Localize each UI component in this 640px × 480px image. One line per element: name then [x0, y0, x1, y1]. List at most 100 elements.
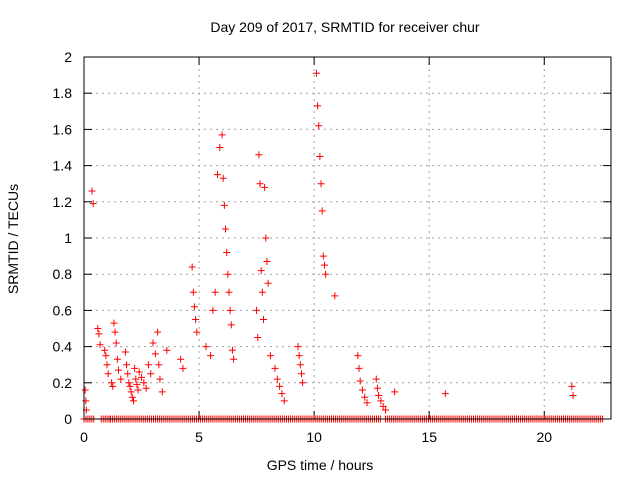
data-point	[263, 258, 271, 266]
y-tick-label: 1.2	[53, 194, 73, 210]
data-point	[216, 144, 224, 151]
data-point	[255, 151, 263, 159]
data-point	[223, 248, 231, 256]
data-point	[294, 343, 302, 351]
data-point	[110, 319, 118, 327]
data-point	[82, 397, 90, 405]
data-point	[127, 388, 135, 396]
y-tick-label: 0	[64, 411, 72, 427]
data-point	[377, 397, 385, 405]
data-point	[227, 321, 235, 329]
data-point	[135, 368, 143, 376]
data-point	[379, 402, 387, 410]
data-point	[88, 187, 96, 195]
data-point	[108, 379, 116, 387]
data-point	[266, 352, 274, 360]
data-point	[149, 339, 157, 347]
y-tick-label: 0.4	[53, 339, 73, 355]
y-tick-label: 1.8	[53, 85, 73, 101]
y-tick-label: 1.4	[53, 158, 73, 174]
data-point	[109, 382, 117, 390]
data-point	[391, 388, 399, 396]
y-tick-label: 0.8	[53, 266, 73, 282]
data-point	[375, 391, 383, 399]
data-point	[102, 352, 110, 360]
x-axis-label: GPS time / hours	[267, 457, 374, 473]
data-point	[220, 201, 228, 209]
data-point	[138, 373, 146, 381]
data-point	[117, 375, 125, 383]
data-point	[358, 386, 366, 394]
data-point	[297, 370, 305, 378]
data-point	[314, 102, 322, 110]
data-point	[95, 330, 103, 338]
data-point	[568, 382, 576, 390]
data-point	[103, 361, 111, 369]
data-point	[213, 171, 221, 179]
data-point	[192, 315, 200, 323]
data-point	[253, 306, 261, 314]
data-point	[316, 153, 324, 161]
data-point	[354, 352, 362, 360]
data-point	[373, 384, 381, 392]
data-point	[129, 397, 137, 405]
data-point	[193, 328, 201, 336]
data-point	[322, 270, 330, 278]
data-point	[276, 382, 284, 390]
data-point	[133, 381, 141, 389]
data-point	[317, 180, 325, 188]
points-layer	[81, 69, 577, 414]
data-point	[155, 361, 163, 369]
data-point	[355, 364, 363, 372]
data-point	[224, 270, 232, 278]
data-point	[295, 352, 303, 360]
data-point	[113, 355, 121, 363]
data-point	[361, 393, 369, 401]
data-point	[372, 375, 380, 383]
data-point	[151, 350, 159, 358]
data-point	[569, 391, 577, 399]
data-point	[363, 399, 371, 407]
y-tick-label: 1.6	[53, 121, 73, 137]
data-point	[154, 328, 162, 336]
data-point	[125, 379, 133, 387]
plot-frame	[83, 56, 612, 420]
data-point	[94, 325, 102, 332]
data-point	[202, 343, 210, 351]
y-axis-label: SRMTID / TECUs	[5, 184, 21, 294]
data-point	[261, 183, 269, 191]
data-point	[299, 379, 307, 387]
data-point	[134, 386, 142, 394]
data-point	[278, 390, 286, 398]
data-point	[441, 390, 449, 398]
data-point	[179, 364, 187, 372]
data-point	[189, 288, 197, 296]
data-point	[128, 393, 136, 401]
data-point	[257, 267, 265, 275]
data-point	[207, 352, 215, 360]
grid-layer	[84, 57, 611, 419]
data-point	[156, 375, 164, 383]
data-point	[271, 364, 279, 372]
data-point	[177, 355, 185, 363]
data-point	[318, 207, 326, 215]
data-point	[123, 361, 131, 369]
data-point	[211, 288, 219, 296]
data-point	[111, 328, 119, 336]
data-point	[273, 375, 281, 383]
chart-title: Day 209 of 2017, SRMTID for receiver chu…	[210, 19, 480, 35]
x-tick-label: 10	[306, 429, 322, 445]
y-tick-label: 0.2	[53, 375, 73, 391]
data-point	[356, 377, 364, 385]
data-point	[226, 306, 234, 314]
x-tick-label: 15	[421, 429, 437, 445]
data-point	[230, 355, 238, 363]
data-point	[225, 288, 233, 296]
data-point	[142, 384, 150, 392]
data-point	[115, 366, 123, 374]
data-point	[254, 334, 262, 342]
data-point	[131, 364, 139, 372]
data-point	[264, 279, 272, 287]
data-point	[144, 361, 152, 369]
